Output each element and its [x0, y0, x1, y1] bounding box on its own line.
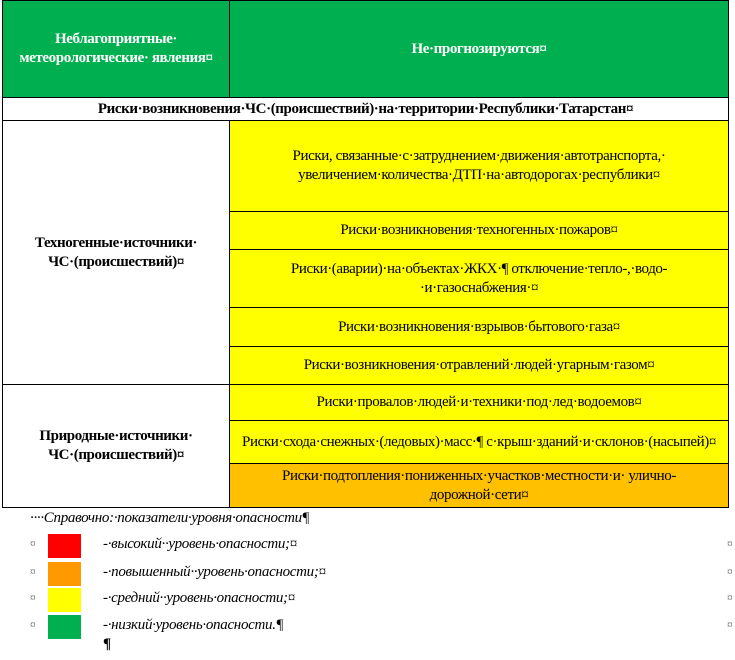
- cell-mark: ¤: [30, 592, 36, 604]
- cell-mark: ¤: [727, 592, 733, 604]
- swatch-red: [48, 534, 81, 558]
- risk-gas-explosion: Риски·возникновения·взрывов·бытового·газ…: [229, 307, 729, 347]
- risk-traffic: Риски, связанные·с·затруднением·движения…: [229, 120, 729, 212]
- legend-item-elevated: ¤ -·повышенный··уровень·опасности;¤ ¤: [0, 562, 735, 586]
- group-technogenic: Техногенные·источники· ЧС·(происшествий)…: [2, 120, 230, 385]
- legend-label: -·повышенный··уровень·опасности;¤: [103, 564, 326, 580]
- legend-item-high: ¤ -·высокий··уровень·опасности;¤ ¤: [0, 534, 735, 558]
- swatch-yellow: [48, 588, 81, 612]
- swatch-green: [48, 615, 81, 639]
- section-title: Риски·возникновения·ЧС·(происшествий)·на…: [2, 97, 729, 121]
- risk-utilities: Риски·(аварии)·на·объектах·ЖКХ·¶ отключе…: [229, 249, 729, 308]
- legend-label: -·средний··уровень·опасности;¤: [103, 590, 295, 606]
- cell-mark: ¤: [30, 566, 36, 578]
- header-phenomena: Неблагоприятные· метеорологические· явле…: [2, 0, 230, 98]
- legend-label: -·низкий·уровень·опасности.¶: [103, 617, 284, 633]
- cell-mark: ¤: [30, 538, 36, 550]
- cell-mark: ¤: [727, 538, 733, 550]
- legend-item-medium: ¤ -·средний··уровень·опасности;¤ ¤: [0, 588, 735, 612]
- risk-fires: Риски·возникновения·техногенных·пожаров¤: [229, 211, 729, 250]
- risk-snow: Риски·схода·снежных·(ледовых)·масс·¶ с·к…: [229, 420, 729, 464]
- legend-label: -·высокий··уровень·опасности;¤: [103, 536, 297, 552]
- swatch-orange: [48, 562, 81, 586]
- group-natural: Природные·источники· ЧС·(происшествий)¤: [2, 384, 230, 508]
- cell-mark: ¤: [727, 566, 733, 578]
- risk-ice: Риски·провалов·людей·и·техники·под·лед·в…: [229, 384, 729, 421]
- cell-mark: ¤: [727, 619, 733, 631]
- risk-co-poisoning: Риски·возникновения·отравлений·людей·уга…: [229, 346, 729, 385]
- paragraph-mark: ¶: [103, 636, 111, 652]
- risk-flooding: Риски·подтопления·пониженных·участков·ме…: [229, 463, 729, 508]
- cell-mark: ¤: [30, 619, 36, 631]
- legend-item-low: ¤ -·низкий·уровень·опасности.¶ ¤: [0, 615, 735, 639]
- header-forecast: Не·прогнозируются¤: [229, 0, 729, 98]
- legend-title: ····Справочно:·показатели·уровня·опаснос…: [30, 510, 310, 526]
